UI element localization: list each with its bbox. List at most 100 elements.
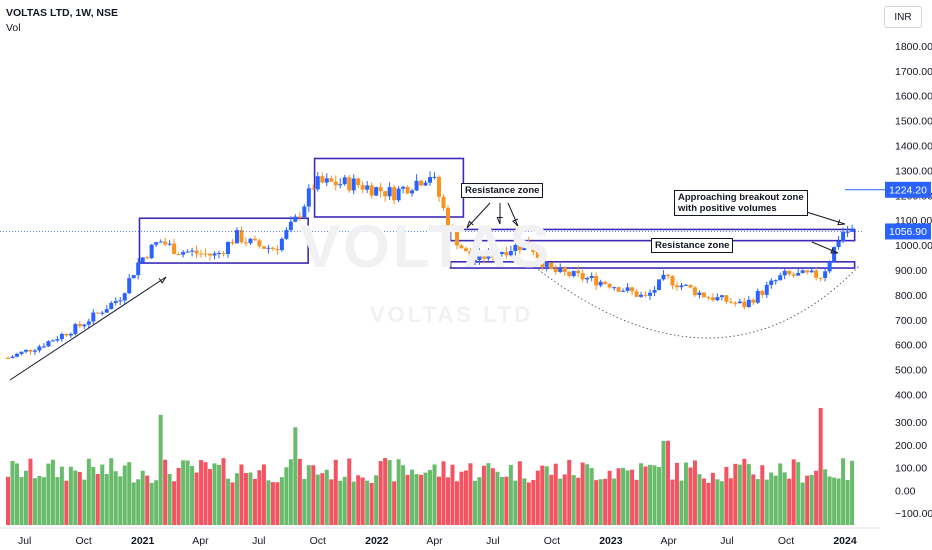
candle (68, 333, 73, 336)
volume-bar (167, 473, 172, 525)
volume-indicator-label[interactable]: Vol (6, 22, 21, 34)
candle (122, 293, 127, 301)
candle (315, 176, 320, 190)
volume-bar (508, 464, 513, 525)
volume-bar (68, 466, 73, 525)
volume-bar (701, 478, 706, 525)
volume-bar (751, 474, 756, 525)
currency-button[interactable]: INR (884, 6, 922, 28)
price-tick-label: 800.00 (895, 290, 927, 302)
price-tick-label: 1000.00 (895, 240, 932, 252)
volume-bar (580, 462, 585, 525)
candle (10, 356, 15, 359)
volume-bar (320, 473, 325, 525)
candle (414, 180, 419, 191)
candle (37, 346, 42, 351)
volume-bar (468, 463, 473, 525)
volume-bar (607, 470, 612, 525)
symbol-title[interactable]: VOLTAS LTD, 1W, NSE (6, 7, 119, 19)
candle (773, 280, 778, 282)
volume-bar (10, 460, 15, 525)
candle (580, 273, 585, 280)
volume-bar (836, 478, 841, 525)
candle (477, 252, 482, 260)
volume-bar (679, 480, 684, 525)
volume-bar (252, 478, 257, 525)
candle (77, 324, 82, 327)
candle (342, 177, 347, 185)
candle (109, 302, 114, 310)
volume-bar (181, 460, 186, 525)
volume-bar (450, 464, 455, 525)
candle (172, 243, 177, 255)
volume-bar (845, 480, 850, 525)
candle (522, 242, 527, 251)
volume-bar (77, 471, 82, 525)
candle (481, 252, 486, 259)
volume-bar (203, 462, 208, 525)
volume-bar (95, 474, 100, 525)
candle (136, 262, 141, 276)
volume-bar (338, 480, 343, 525)
candle (46, 341, 51, 347)
time-tick-label: Oct (76, 535, 92, 547)
volume-bar (100, 464, 105, 525)
candle (634, 291, 639, 297)
volume-bar (185, 460, 190, 525)
candle (800, 270, 805, 273)
candle (217, 252, 222, 254)
candle (396, 188, 401, 201)
candle (86, 321, 91, 325)
candle (91, 312, 96, 322)
resistance-arrow-3 (507, 202, 519, 227)
volume-bar (234, 473, 239, 525)
candle (234, 230, 239, 244)
volume-bar (742, 458, 747, 525)
candle (818, 277, 823, 279)
candle (724, 295, 729, 302)
candle (320, 176, 325, 183)
volume-bar (674, 462, 679, 525)
volume-bar (324, 469, 329, 525)
candle (131, 275, 136, 279)
volume-bar (616, 468, 621, 525)
time-tick-label: Jul (486, 535, 499, 547)
volume-bar (131, 482, 136, 525)
candle (495, 253, 500, 258)
candle (163, 241, 168, 245)
volume-bar (454, 481, 459, 525)
candle (441, 196, 446, 209)
candle (535, 251, 540, 258)
candle (154, 242, 159, 245)
candle (513, 245, 518, 252)
candle (463, 248, 468, 252)
volume-bar (414, 474, 419, 525)
candle (423, 182, 428, 186)
candle (621, 290, 626, 292)
candle (594, 275, 599, 286)
candle (468, 251, 473, 262)
volume-bar (728, 478, 733, 525)
candle (517, 245, 522, 251)
candle (692, 287, 697, 296)
candle (454, 229, 459, 246)
candle (589, 275, 594, 278)
volume-bar (769, 472, 774, 525)
resistance-lower-arrow (811, 241, 839, 254)
volume-bar (378, 461, 383, 525)
candle (486, 250, 491, 259)
volume-bar (383, 458, 388, 525)
candle (73, 324, 78, 334)
candle (288, 221, 293, 231)
volume-bar (64, 480, 69, 525)
candle (639, 294, 644, 297)
volume-bar (239, 464, 244, 525)
volume-bar (14, 463, 19, 525)
candle (428, 177, 433, 183)
candle (553, 268, 558, 272)
volume-bar (392, 481, 397, 525)
volume-bar (665, 440, 670, 525)
volume-bar (41, 477, 46, 525)
candle (701, 292, 706, 298)
